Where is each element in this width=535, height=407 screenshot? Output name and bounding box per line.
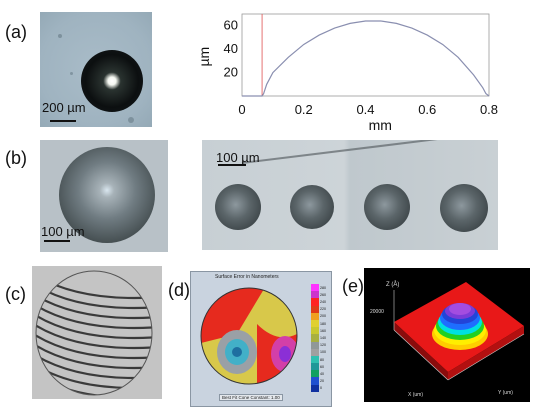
panel-e-label: (e) xyxy=(342,276,364,296)
profile-chart-svg: 0 0.2 0.4 0.6 0.8 20 40 60 mm µm xyxy=(196,13,498,133)
colorbar-tick-label: 0 xyxy=(320,386,322,391)
y-axis-label: µm xyxy=(196,47,212,67)
y-tick-label: 20 xyxy=(224,65,238,80)
speckle xyxy=(128,117,134,123)
colorbar-tick-label: 280 xyxy=(320,285,326,290)
z-tick-label: 20000 xyxy=(370,309,384,315)
colorbar-tick-label: 20 xyxy=(320,379,324,384)
x-axis-label: mm xyxy=(369,117,392,133)
y-axis-label: Y (um) xyxy=(498,390,513,396)
profile-line xyxy=(242,20,490,97)
small-droplet xyxy=(290,185,334,229)
large-droplet xyxy=(59,147,155,243)
speckle xyxy=(70,72,73,75)
plot-frame xyxy=(241,13,490,97)
panel-b-label: (b) xyxy=(5,148,27,168)
colorbar-tick-label: 260 xyxy=(320,292,326,297)
colorbar-tick-label: 180 xyxy=(320,321,326,326)
panel-b-left-scale-bar xyxy=(44,240,70,242)
panel-a-scale-text: 200 µm xyxy=(42,100,86,115)
colorbar-tick-label: 80 xyxy=(320,357,324,362)
colorbar-tick-label: 240 xyxy=(320,299,326,304)
panel-c-interferogram xyxy=(32,266,162,399)
panel-b-right-scale-text: 100 µm xyxy=(216,150,260,165)
y-tick-label: 40 xyxy=(224,41,238,56)
colorbar-tick-label: 40 xyxy=(320,371,324,376)
panel-b-right-scale-bar xyxy=(218,164,246,166)
panel-c-label: (c) xyxy=(5,284,26,304)
panel-a-micrograph: 200 µm xyxy=(40,12,152,127)
colorbar-tick-label: 220 xyxy=(320,307,326,312)
profile-chart: 0 0.2 0.4 0.6 0.8 20 40 60 mm µm xyxy=(195,4,505,134)
y-tick-label: 60 xyxy=(224,18,238,33)
surface-error-map xyxy=(200,287,298,385)
colorbar-tick-label: 200 xyxy=(320,314,326,319)
panel-a-label: (a) xyxy=(5,22,27,42)
colorbar-tick-label: 100 xyxy=(320,350,326,355)
fringe-pattern xyxy=(32,266,162,399)
small-droplet xyxy=(364,184,410,230)
surface-map-footer: Best Fit Cone Constant: 1.00 xyxy=(219,394,283,401)
surface-map-title: Surface Error in Nanometers xyxy=(215,274,279,280)
x-tick-label: 0.8 xyxy=(480,102,498,117)
panel-d-label: (d) xyxy=(168,280,190,300)
x-tick-label: 0.6 xyxy=(418,102,436,117)
colorbar-tick-label: 120 xyxy=(320,343,326,348)
small-droplet xyxy=(440,184,488,232)
colorbar-tick-label: 60 xyxy=(320,364,324,369)
surface-3d-svg: Z (Å) 20000 X (um) Y (um) xyxy=(370,281,525,398)
colorbar-tick-label: 160 xyxy=(320,328,326,333)
droplet-dark-disk xyxy=(81,50,143,112)
x-axis-label: X (um) xyxy=(408,392,423,398)
colorbar-tick-label: 140 xyxy=(320,335,326,340)
z-axis-label: Z (Å) xyxy=(386,281,399,288)
panel-e-3d-plot: Z (Å) 20000 X (um) Y (um) xyxy=(364,268,530,402)
speckle xyxy=(58,34,62,38)
panel-a-scale-bar xyxy=(50,120,76,122)
x-tick-label: 0.2 xyxy=(295,102,313,117)
colorbar-ticks: 280 260 240 220 200 180 160 140 120 100 80 60 40 20 0 xyxy=(320,284,330,392)
panel-d-surface-map: Surface Error in Nanometers xyxy=(190,271,332,407)
small-droplet xyxy=(215,184,261,230)
panel-b-left-scale-text: 100 µm xyxy=(41,224,85,239)
crack-line xyxy=(241,140,498,164)
x-tick-label: 0.4 xyxy=(356,102,374,117)
panel-b-micrograph-right: 100 µm xyxy=(202,140,498,250)
surface-map-colorbar xyxy=(311,284,319,392)
x-tick-label: 0 xyxy=(238,102,245,117)
panel-b-micrograph-left: 100 µm xyxy=(40,140,168,252)
